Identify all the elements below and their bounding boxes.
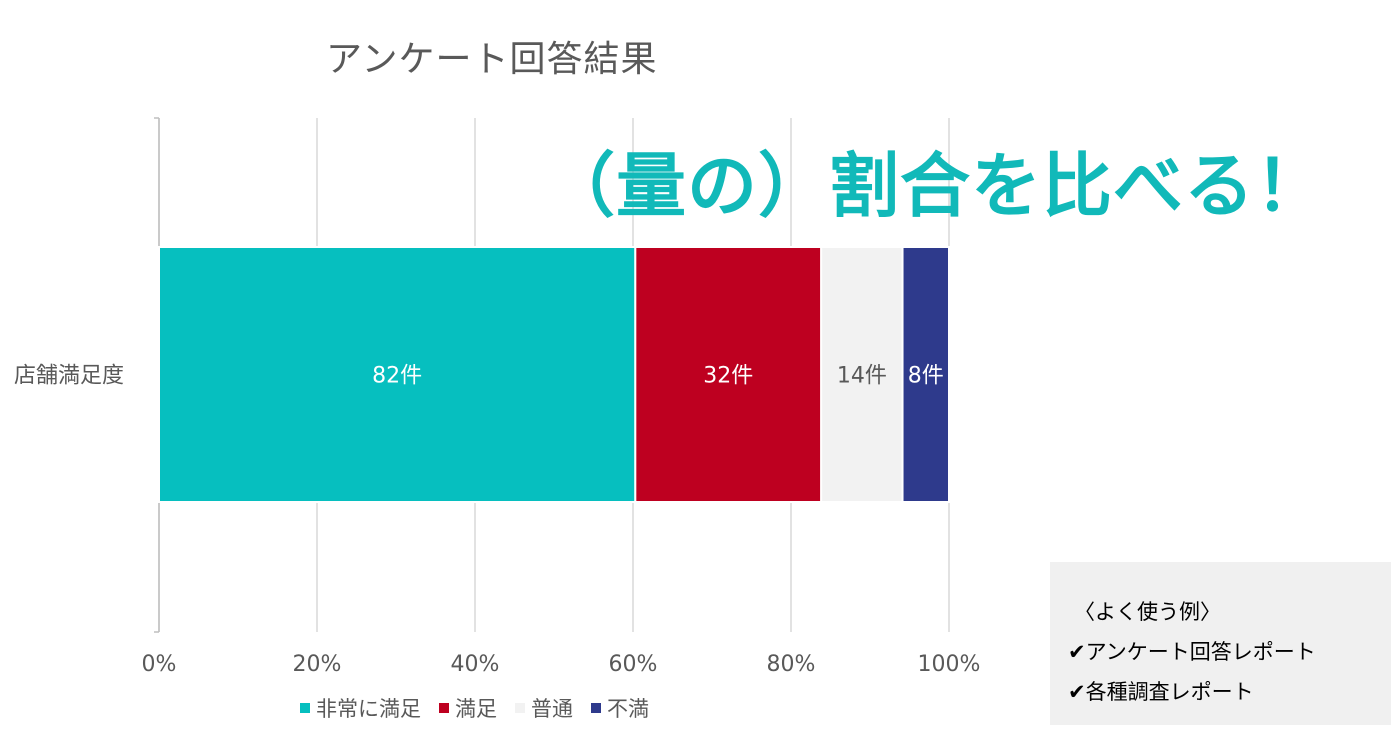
usage-examples-heading: 〈よく使う例〉 (1074, 600, 1221, 624)
data-label: 14件 (837, 364, 887, 389)
category-label: 店舗満足度 (14, 364, 124, 389)
legend-label: 非常に満足 (316, 697, 421, 721)
x-tick-label: 0% (142, 652, 177, 677)
usage-example-item: ✔アンケート回答レポート (1068, 640, 1316, 664)
legend-swatch (300, 703, 310, 713)
bar-segment (901, 246, 951, 503)
legend-item: 不満 (591, 693, 649, 723)
headline-overlay: （量の）割合を比べる！ (545, 145, 1326, 227)
usage-examples-box: 〈よく使う例〉 ✔アンケート回答レポート ✔各種調査レポート (1050, 562, 1391, 725)
legend-swatch (591, 703, 601, 713)
x-tick-label: 100% (918, 652, 981, 677)
legend-label: 不満 (607, 697, 649, 721)
x-tick-label: 40% (451, 652, 500, 677)
legend-swatch (515, 703, 525, 713)
legend-item: 普通 (515, 693, 573, 723)
chart-legend: 非常に満足 満足 普通 不満 (300, 694, 649, 722)
data-label: 32件 (703, 364, 753, 389)
usage-example-item: ✔各種調査レポート (1068, 680, 1254, 704)
legend-label: 普通 (531, 697, 573, 721)
chart-title: アンケート回答結果 (326, 39, 658, 80)
data-label: 82件 (372, 364, 422, 389)
bar-segment (158, 246, 637, 503)
bar-segment (634, 246, 823, 503)
data-label: 8件 (908, 364, 944, 389)
x-tick-label: 20% (293, 652, 342, 677)
legend-item: 満足 (439, 693, 497, 723)
x-tick-label: 80% (767, 652, 816, 677)
legend-swatch (439, 703, 449, 713)
legend-item: 非常に満足 (300, 693, 421, 723)
bar-segment (820, 246, 904, 503)
legend-label: 満足 (455, 697, 497, 721)
x-tick-label: 60% (609, 652, 658, 677)
